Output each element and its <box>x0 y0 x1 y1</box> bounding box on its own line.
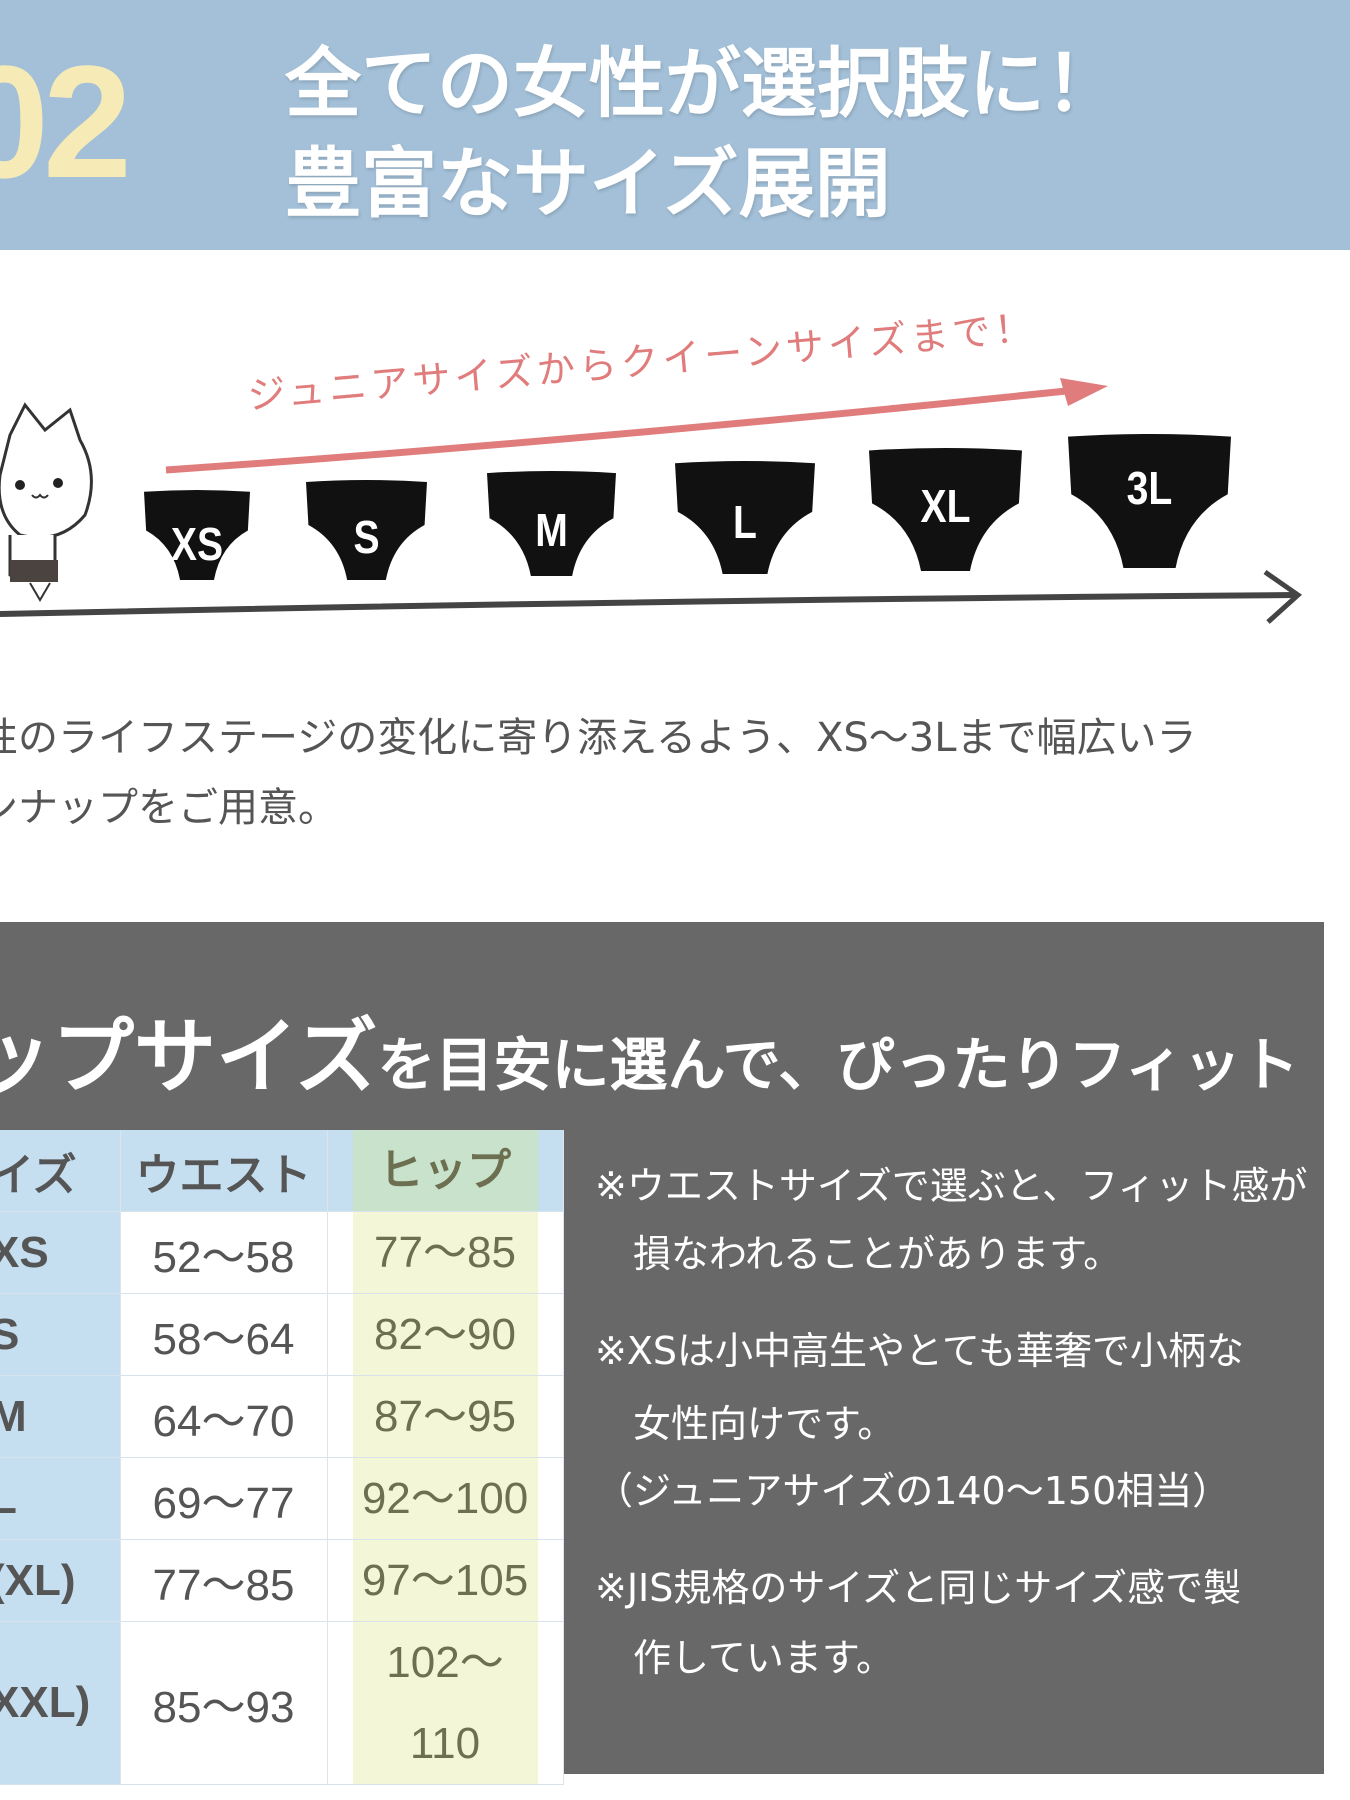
note-line: ※ウエストサイズで選ぶと、フィット感が <box>595 1164 1308 1208</box>
heading-text: を目安に選んで、ぴったりフィット <box>377 1031 1300 1099</box>
table-row: M 64〜70 87〜95 <box>0 1375 564 1458</box>
panty-icon <box>869 448 1022 571</box>
note-line: 作しています。 <box>595 1636 895 1680</box>
cell-waist: 69〜77 <box>120 1457 328 1540</box>
panty-l: L <box>675 461 815 574</box>
cell-hip: 102〜110 <box>352 1622 538 1784</box>
note-line: 女性向けです。 <box>595 1402 896 1446</box>
size-table: イズ ウエスト ヒップ XS 52〜58 77〜85 S 58〜64 82〜90 M 64〜7… <box>0 1130 564 1785</box>
size-label: 3L <box>1126 461 1173 514</box>
panty-icon <box>144 490 250 580</box>
cell-hip: 87〜95 <box>352 1376 538 1457</box>
table-row: L 69〜77 92〜100 <box>0 1457 564 1540</box>
size-label: M <box>535 503 568 556</box>
cell-hip: 97〜105 <box>352 1540 538 1621</box>
header-size: イズ <box>0 1130 121 1212</box>
cell-size: L <box>0 1457 121 1540</box>
section-number: 02 <box>0 32 132 211</box>
cell-size: M <box>0 1375 121 1458</box>
cell-hip: 77〜85 <box>352 1212 538 1293</box>
description-line-2: ンナップをご用意。 <box>0 785 338 831</box>
cell-hip: 92〜100 <box>352 1458 538 1539</box>
panty-icon <box>1068 434 1231 568</box>
cell-waist: 64〜70 <box>120 1375 328 1458</box>
cell-size: XXL) <box>0 1621 121 1785</box>
mascot-character-icon <box>0 402 93 602</box>
panty-xl: XL <box>869 448 1022 571</box>
heading-emphasis: ップサイズ <box>0 1010 378 1105</box>
size-guide-heading: ップサイズを目安に選んで、ぴったりフィット <box>0 990 1299 1109</box>
cell-waist: 77〜85 <box>120 1539 328 1622</box>
pink-arrow-line <box>165 384 1096 474</box>
cell-size: S <box>0 1293 121 1376</box>
cell-waist: 58〜64 <box>120 1293 328 1376</box>
note-line: （ジュニアサイズの140〜150相当） <box>595 1469 1231 1513</box>
header-banner: 02 全ての女性が選択肢に！ 豊富なサイズ展開 <box>0 0 1350 250</box>
panty-s: S <box>306 480 427 580</box>
table-row: (XL)77〜85 97〜105 <box>0 1539 564 1622</box>
size-label: L <box>733 495 757 548</box>
table-row: S 58〜64 82〜90 <box>0 1293 564 1376</box>
cell-waist: 85〜93 <box>120 1621 328 1785</box>
panty-3l: 3L <box>1068 434 1231 568</box>
note-line: 損なわれることがあります。 <box>595 1232 1122 1276</box>
cell-waist: 52〜58 <box>120 1211 328 1294</box>
size-label: S <box>353 511 380 563</box>
description-line-1: 性のライフステージの変化に寄り添えるよう、XS〜3Lまで幅広いラ <box>0 715 1197 761</box>
table-row: XS 52〜58 77〜85 <box>0 1211 564 1294</box>
cell-size: XS <box>0 1211 121 1294</box>
title-line-2: 豊富なサイズ展開 <box>285 139 891 228</box>
pink-arrowhead-icon <box>1060 378 1108 406</box>
header-hip: ヒップ <box>352 1130 538 1211</box>
growth-arrow-line <box>0 592 1296 617</box>
title-line-1: 全ての女性が選択肢に！ <box>285 39 1121 128</box>
panty-m: M <box>487 471 616 576</box>
size-label: XL <box>920 479 971 532</box>
panty-xs: XS <box>144 490 250 580</box>
cell-size: (XL) <box>0 1539 121 1622</box>
panty-icon <box>487 471 616 576</box>
table-header-row: イズ ウエスト ヒップ <box>0 1130 564 1212</box>
panty-icon <box>675 461 815 574</box>
size-label: XS <box>170 518 224 570</box>
arrowhead-icon <box>1263 569 1303 624</box>
size-arrows <box>0 378 1303 624</box>
note-line: ※JIS規格のサイズと同じサイズ感で製 <box>595 1566 1242 1610</box>
note-line: ※XSは小中高生やとても華奢で小柄な <box>595 1329 1244 1373</box>
header-waist: ウエスト <box>120 1130 328 1212</box>
cell-hip: 82〜90 <box>352 1294 538 1375</box>
panty-icon <box>306 480 427 580</box>
table-row: XXL) 85〜93 102〜110 <box>0 1621 564 1785</box>
